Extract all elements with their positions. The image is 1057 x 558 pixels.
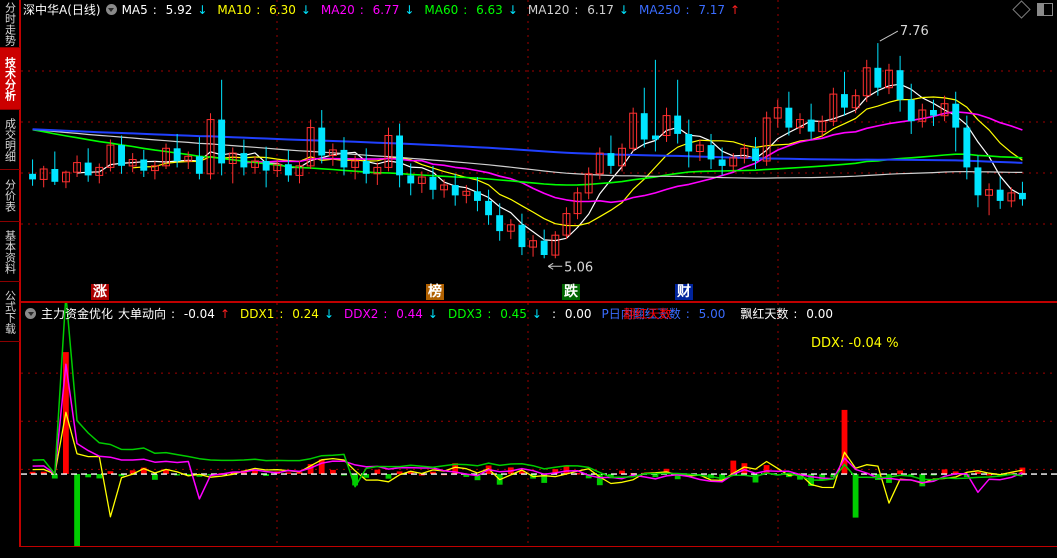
window-controls — [1012, 0, 1053, 19]
unnamed-field: : 0.00 — [551, 306, 592, 321]
chevron-down-icon-sub[interactable] — [25, 308, 36, 319]
price-chart-legend: 深中华A(日线) MA5: 5.92 ↓ MA10: 6.30 ↓ MA20: 6.… — [23, 1, 750, 18]
blue-fanhong-field: P日内翻红天数: 5.00 — [601, 306, 726, 321]
sidebar-item-fenjia[interactable]: 分价表 — [0, 170, 20, 222]
capital-flow-chart[interactable]: DDX: -0.04 % — [21, 303, 1057, 546]
diamond-icon[interactable] — [1012, 0, 1031, 19]
sidebar-item-gongshi[interactable]: 公式下载 — [0, 282, 20, 342]
ma10-legend: MA10: 6.30 ↓ — [217, 2, 311, 17]
ma250-legend: MA250: 7.17 ↑ — [638, 2, 741, 17]
stock-title[interactable]: 深中华A(日线) — [23, 2, 101, 17]
ddx2-field: DDX2: 0.44 ↓ — [344, 306, 438, 321]
panel-toggle-icon[interactable] — [1037, 3, 1053, 16]
ma20-legend: MA20: 6.77 ↓ — [320, 2, 415, 17]
red-fanhong-overlay: 翻红天数 — [623, 306, 672, 321]
left-sidebar: 分时走势 技术分析 成交明细 分价表 基本资料 公式下载 — [0, 0, 20, 558]
svg-text:DDX: -0.04 %: DDX: -0.04 % — [811, 336, 899, 351]
ddx3-field: DDX3: 0.45 ↓ — [447, 306, 542, 321]
watermark-cai: 财 — [675, 284, 693, 300]
watermark-zhang: 涨 — [91, 284, 109, 300]
ma60-legend: MA60: 6.63 ↓ — [424, 2, 518, 17]
svg-text:5.06: 5.06 — [564, 260, 593, 275]
ddx1-field: DDX1: 0.24 ↓ — [240, 306, 334, 321]
bottom-strip — [0, 547, 1057, 558]
candlestick-chart[interactable]: 7.76 5.06 — [21, 0, 1057, 301]
price-chart-panel: 深中华A(日线) MA5: 5.92 ↓ MA10: 6.30 ↓ MA20: 6.… — [20, 0, 1057, 302]
watermark-die: 跌 — [562, 284, 580, 300]
sidebar-item-jiben[interactable]: 基本资料 — [0, 222, 20, 282]
ma5-legend: MA5: 5.92 ↓ — [121, 2, 208, 17]
sidebar-item-fenshi[interactable]: 分时走势 — [0, 0, 20, 48]
ma120-legend: MA120: 6.17 ↓ — [527, 2, 629, 17]
fanhong-overlap-group: P日内翻红天数: 5.00 翻红天数 — [602, 308, 736, 320]
sidebar-item-chengjiao[interactable]: 成交明细 — [0, 110, 20, 170]
dadan-field: 大单动向: -0.04 ↑ — [118, 306, 231, 321]
piaohong-field: 飘红天数: 0.00 — [740, 306, 833, 321]
capital-flow-legend: 主力资金优化 大单动向: -0.04 ↑ DDX1: 0.24 ↓ DDX2: 0.… — [25, 305, 843, 322]
chevron-down-icon[interactable] — [105, 4, 117, 15]
watermark-bang: 榜 — [426, 284, 444, 300]
sidebar-item-jishu[interactable]: 技术分析 — [0, 48, 20, 110]
indicator-title[interactable]: 主力资金优化 — [41, 306, 114, 321]
capital-flow-panel: 主力资金优化 大单动向: -0.04 ↑ DDX1: 0.24 ↓ DDX2: 0.… — [20, 302, 1057, 547]
svg-text:7.76: 7.76 — [900, 24, 929, 39]
